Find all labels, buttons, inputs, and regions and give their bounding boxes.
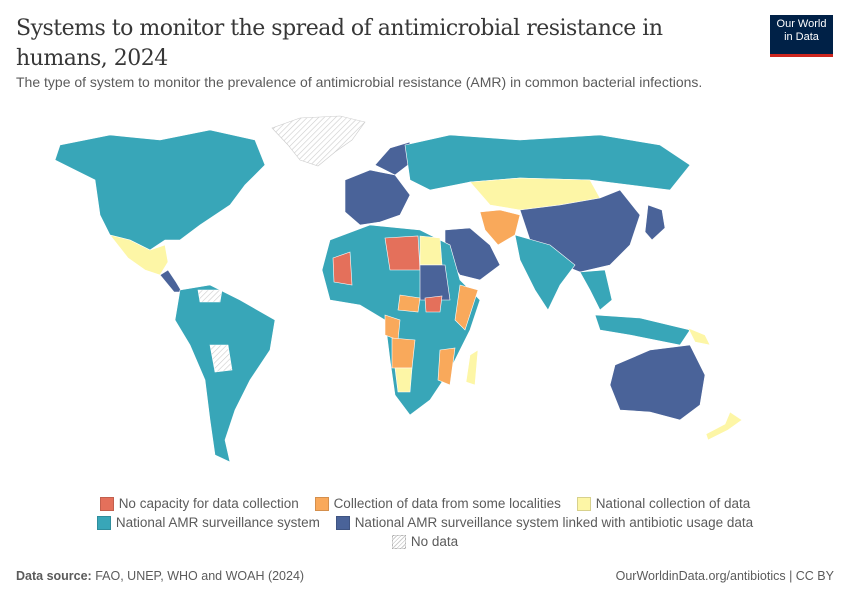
region-angola[interactable] <box>391 337 416 369</box>
legend-label: No data <box>410 534 459 549</box>
legend-swatch <box>335 515 350 530</box>
legend-item-no-capacity[interactable]: No capacity for data collection <box>99 496 299 511</box>
region-libya[interactable] <box>384 235 421 271</box>
legend-swatch-hatched <box>391 534 406 549</box>
legend-label: National collection of data <box>595 496 751 511</box>
chart-subtitle: The type of system to monitor the preval… <box>16 74 703 90</box>
region-new-zealand[interactable] <box>705 411 743 441</box>
region-south-sudan[interactable] <box>424 295 443 313</box>
region-south-asia[interactable] <box>514 234 576 311</box>
region-north-america[interactable] <box>54 129 266 251</box>
region-mexico[interactable] <box>109 234 169 276</box>
region-madagascar[interactable] <box>465 349 479 386</box>
legend-item-national-collection[interactable]: National collection of data <box>576 496 751 511</box>
region-egypt[interactable] <box>419 235 443 266</box>
legend-swatch <box>99 496 114 511</box>
region-bolivia[interactable] <box>209 344 233 373</box>
legend-swatch <box>314 496 329 511</box>
legend-item-no-data[interactable]: No data <box>391 534 459 549</box>
region-namibia[interactable] <box>394 367 413 393</box>
source-url[interactable]: OurWorldinData.org/antibiotics | CC BY <box>615 569 834 583</box>
legend-item-amr-linked[interactable]: National AMR surveillance system linked … <box>335 515 754 530</box>
chart-title: Systems to monitor the spread of antimic… <box>16 16 663 71</box>
region-europe[interactable] <box>344 169 411 226</box>
region-australia[interactable] <box>609 344 706 421</box>
region-venezuela[interactable] <box>197 289 223 303</box>
legend: No capacity for data collection Collecti… <box>0 496 850 514</box>
region-southeast-asia[interactable] <box>579 269 691 346</box>
region-iran-afghanistan[interactable] <box>479 209 521 246</box>
region-greenland[interactable] <box>271 115 366 167</box>
region-scandinavia[interactable] <box>374 141 411 176</box>
region-mozambique[interactable] <box>437 347 456 386</box>
legend-swatch <box>576 496 591 511</box>
source-label: Data source: <box>16 569 92 583</box>
world-map[interactable] <box>0 100 850 480</box>
region-japan[interactable] <box>644 204 666 241</box>
region-south-america[interactable] <box>174 284 276 463</box>
legend-swatch <box>96 515 111 530</box>
region-mauritania[interactable] <box>332 251 353 286</box>
legend-item-amr-system[interactable]: National AMR surveillance system <box>96 515 320 530</box>
logo-line1: Our World <box>776 18 827 30</box>
region-png[interactable] <box>687 327 711 346</box>
data-source: Data source: FAO, UNEP, WHO and WOAH (20… <box>16 569 304 583</box>
legend-row-2: National AMR surveillance system Nationa… <box>0 515 850 533</box>
region-central-america[interactable] <box>159 269 183 293</box>
legend-label: National AMR surveillance system <box>115 515 320 530</box>
logo-line2: in Data <box>784 31 819 43</box>
region-somalia[interactable] <box>454 284 479 331</box>
region-russia[interactable] <box>404 134 691 191</box>
legend-item-some-localities[interactable]: Collection of data from some localities <box>314 496 561 511</box>
legend-label: National AMR surveillance system linked … <box>354 515 754 530</box>
legend-label: Collection of data from some localities <box>333 496 561 511</box>
legend-label: No capacity for data collection <box>118 496 299 511</box>
region-sudan[interactable] <box>419 264 451 301</box>
owid-logo[interactable]: Our World in Data <box>770 15 833 57</box>
source-text: FAO, UNEP, WHO and WOAH (2024) <box>95 569 305 583</box>
legend-row-3: No data <box>0 534 850 552</box>
